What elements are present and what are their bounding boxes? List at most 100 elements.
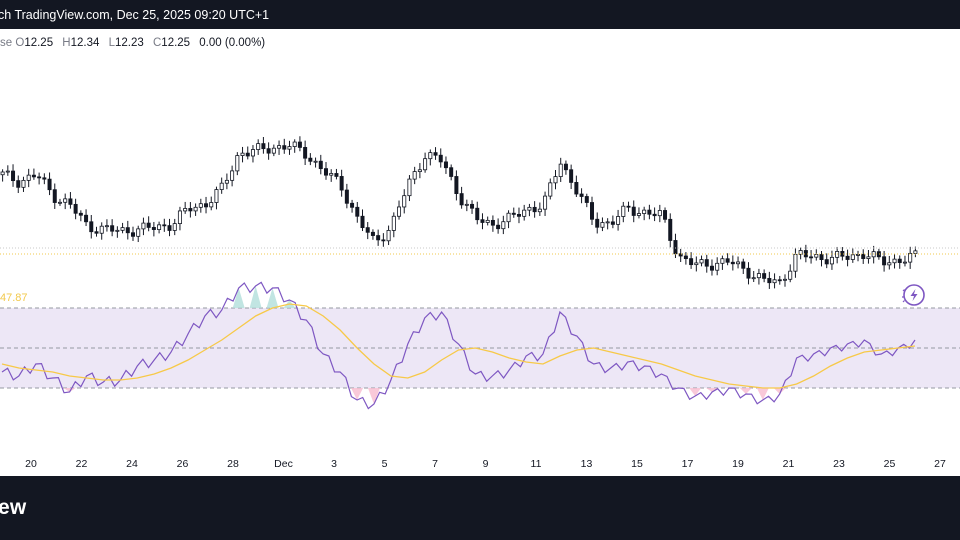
candle-body: [485, 219, 490, 223]
candle-body: [84, 214, 89, 223]
candle-body: [782, 278, 787, 281]
candle-body: [177, 210, 182, 225]
candle-body: [673, 240, 678, 255]
x-tick-label: 9: [483, 458, 489, 470]
candle-body: [297, 141, 302, 148]
high-value: 12.34: [70, 37, 100, 49]
candle-body: [443, 161, 448, 169]
candle-body: [569, 169, 574, 183]
candle-body: [506, 212, 511, 223]
candle-body: [788, 270, 793, 280]
flash-icon[interactable]: [902, 284, 925, 306]
candle-body: [230, 170, 235, 181]
candle-body: [861, 253, 866, 259]
candle-body: [798, 250, 803, 255]
rsi-pane: 47.87: [0, 281, 960, 410]
candle-body: [151, 227, 156, 230]
candle-body: [668, 218, 673, 241]
low-value: 12.23: [115, 37, 144, 49]
candle-body: [887, 262, 892, 266]
candle-body: [856, 253, 861, 256]
candle-body: [892, 258, 897, 264]
x-tick-label: 7: [432, 458, 438, 470]
candle-body: [720, 258, 725, 264]
candle-body: [26, 174, 31, 181]
candle-body: [642, 209, 647, 214]
candle-body: [11, 170, 16, 182]
candle-body: [386, 230, 391, 242]
candle-body: [433, 152, 438, 156]
candle-body: [115, 229, 120, 232]
candle-body: [104, 225, 109, 228]
ohlc-legend: se O12.25 H12.34 L12.23 C12.25 0.00 (0.0…: [0, 37, 271, 49]
x-tick-label: 26: [177, 458, 189, 470]
candle-body: [381, 239, 386, 242]
candle-body: [167, 225, 172, 231]
candle-body: [715, 262, 720, 271]
price-chart[interactable]: 47.87 20 22 24 26 28 Dec 3 5 7 9 11 13 15 17 19 21 23 25 2…: [0, 29, 960, 476]
candle-body: [908, 252, 913, 263]
candle-body: [762, 273, 767, 279]
candle-body: [663, 210, 668, 220]
candle-body: [845, 255, 850, 260]
candle-body: [224, 179, 229, 184]
open-label: O: [15, 37, 25, 49]
candle-body: [741, 261, 746, 269]
candle-body: [496, 224, 501, 230]
candle-body: [475, 207, 480, 221]
candle-body: [172, 223, 177, 231]
candle-body: [365, 227, 370, 233]
candle-body: [360, 215, 365, 229]
candle-body: [751, 277, 756, 280]
candle-body: [136, 228, 141, 237]
candle-body: [709, 265, 714, 271]
x-tick-label: 13: [581, 458, 593, 470]
rsi-oversold-fill: [63, 388, 786, 404]
candle-body: [391, 215, 396, 231]
candle-body: [318, 160, 323, 170]
change-value: 0.00 (0.00%): [199, 37, 266, 49]
candle-body: [157, 224, 162, 230]
x-tick-label: 22: [76, 458, 88, 470]
candle-body: [631, 206, 636, 216]
candle-body: [204, 203, 209, 208]
candle-body: [819, 254, 824, 261]
candle-body: [553, 176, 558, 184]
candle-body: [537, 208, 542, 213]
candle-body: [532, 206, 537, 213]
candle-body: [652, 213, 657, 217]
x-tick-label: 25: [884, 458, 896, 470]
candle-body: [543, 195, 548, 210]
candle-body: [21, 179, 26, 188]
candle-body: [120, 227, 125, 231]
candle-body: [68, 198, 73, 205]
rsi-value-label: 47.87: [0, 292, 28, 304]
candle-body: [678, 253, 683, 257]
candle-body: [183, 208, 188, 212]
candle-body: [470, 203, 475, 209]
candle-body: [256, 143, 261, 150]
candle-body: [605, 221, 610, 224]
candle-body: [339, 176, 344, 191]
candle-body: [47, 178, 52, 191]
candle-body: [355, 206, 360, 217]
candle-body: [699, 259, 704, 264]
candle-body: [261, 143, 266, 150]
candle-body: [516, 213, 521, 217]
candle-body: [913, 250, 918, 254]
candle-body: [423, 158, 428, 171]
candle-body: [501, 221, 506, 230]
candle-body: [344, 189, 349, 204]
candle-body: [407, 178, 412, 197]
candle-body: [402, 195, 407, 208]
candle-body: [772, 279, 777, 284]
rsi-line: [1, 281, 916, 410]
candle-body: [616, 216, 621, 225]
price-pane: [0, 136, 960, 289]
candle-body: [548, 182, 553, 197]
candle-body: [245, 152, 250, 157]
header-text: ch TradingView.com, Dec 25, 2025 09:20 U…: [0, 8, 270, 22]
candle-body: [303, 147, 308, 159]
candle-body: [511, 212, 516, 215]
candle-body: [31, 174, 36, 178]
